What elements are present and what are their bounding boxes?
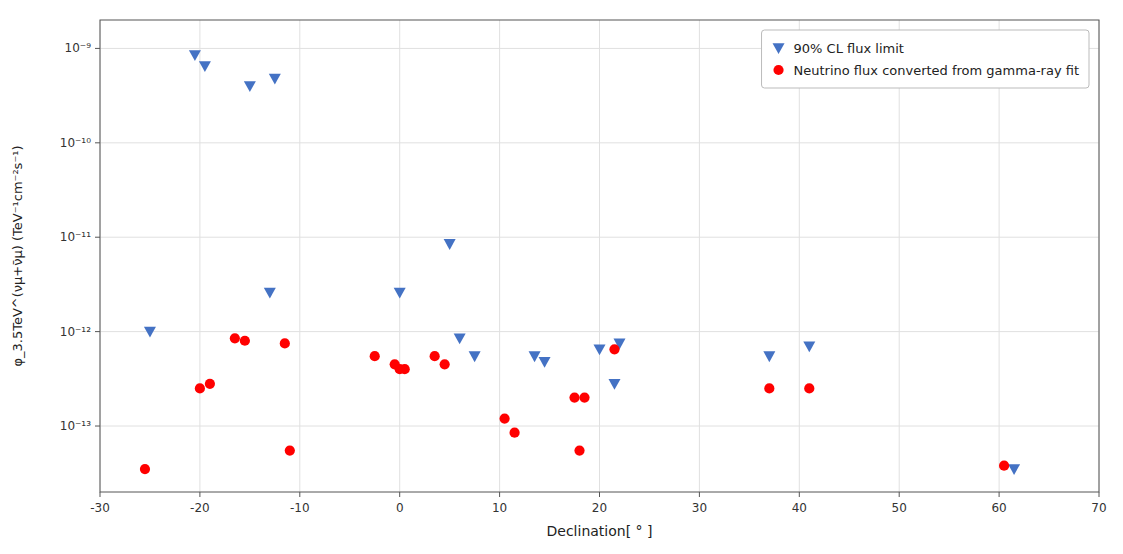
tick-x [399,492,400,497]
tick-label-x: 70 [1091,501,1106,515]
point [264,288,276,299]
tick-x [1099,492,1100,497]
series-1 [140,333,1009,474]
tick-label-y: 10⁻¹¹ [60,230,91,244]
tick-x [699,492,700,497]
grid-line-x [999,20,1000,492]
tick-y [95,48,100,49]
point [230,333,240,343]
tick-label-x: 20 [592,501,607,515]
x-axis-label: Declination[ ° ] [547,523,653,539]
point [569,393,579,403]
point [579,393,589,403]
grid-line-x [399,20,400,492]
point [199,61,211,72]
tick-label-y: 10⁻¹⁰ [60,136,91,150]
tick-y [95,237,100,238]
legend-label: Neutrino flux converted from gamma-ray f… [794,63,1079,78]
grid-line-x [699,20,700,492]
point [803,341,815,352]
point [400,364,410,374]
legend-marker [773,65,783,75]
grid-line-y [100,331,1099,332]
grid-line-x [899,20,900,492]
grid-line-y [100,426,1099,427]
point [430,351,440,361]
point [529,351,541,362]
tick-y [95,142,100,143]
point [370,351,380,361]
marks [140,50,1020,475]
grid-line-x [199,20,200,492]
point [1008,464,1020,475]
tick-label-y: 10⁻¹³ [60,419,91,433]
plot-frame [100,20,1099,492]
point [763,351,775,362]
grid-line-x [799,20,800,492]
point [454,333,466,344]
point [394,288,406,299]
tick-y [95,426,100,427]
tick-x [899,492,900,497]
point [244,81,256,92]
point [764,383,774,393]
point [444,239,456,250]
axes: -30 -20 -10 0 10 20 30 40 50 60 70 10⁻¹³ 10⁻¹² 10⁻¹¹ 1… [60,20,1107,515]
tick-label-x: -20 [190,501,210,515]
tick-x [100,492,101,497]
grid-line-x [599,20,600,492]
point [440,359,450,369]
point [195,383,205,393]
tick-label-y: 10⁻¹² [60,325,91,339]
tick-y [95,331,100,332]
point [205,379,215,389]
tick-x [299,492,300,497]
point [594,344,606,355]
tick-label-x: 30 [692,501,707,515]
series-0 [144,50,1020,475]
tick-label-x: 50 [892,501,907,515]
point [574,445,584,455]
grid [100,20,1099,492]
point [999,461,1009,471]
tick-x [599,492,600,497]
tick-label-x: 60 [991,501,1006,515]
tick-label-x: 0 [396,501,404,515]
point [144,327,156,338]
tick-x [499,492,500,497]
point [469,351,481,362]
point [269,74,281,85]
point [609,344,619,354]
point [189,50,201,61]
point [539,357,551,368]
tick-x [999,492,1000,497]
tick-x [799,492,800,497]
point [285,445,295,455]
grid-line-x [299,20,300,492]
point [804,383,814,393]
background [0,0,1123,554]
chart: -30 -20 -10 0 10 20 30 40 50 60 70 10⁻¹³ 10⁻¹² 10⁻¹¹ 1… [0,0,1123,554]
legend: 90% CL flux limit Neutrino flux converted… [762,30,1089,88]
point [140,464,150,474]
point [240,336,250,346]
tick-label-x: -30 [90,501,110,515]
point [509,428,519,438]
legend-marker [773,43,785,54]
y-axis-label: φ_3.5TeV^(νμ+ν̄μ) (TeV⁻¹cm⁻²s⁻¹) [10,145,25,366]
legend-label: 90% CL flux limit [794,41,904,56]
point [280,338,290,348]
tick-label-x: 10 [492,501,507,515]
tick-label-x: 40 [792,501,807,515]
grid-line-y [100,237,1099,238]
grid-line-y [100,142,1099,143]
grid-line-x [499,20,500,492]
legend-box [762,30,1089,88]
point [499,413,509,423]
tick-x [199,492,200,497]
tick-label-y: 10⁻⁹ [65,41,92,55]
tick-label-x: -10 [290,501,310,515]
point [608,379,620,390]
